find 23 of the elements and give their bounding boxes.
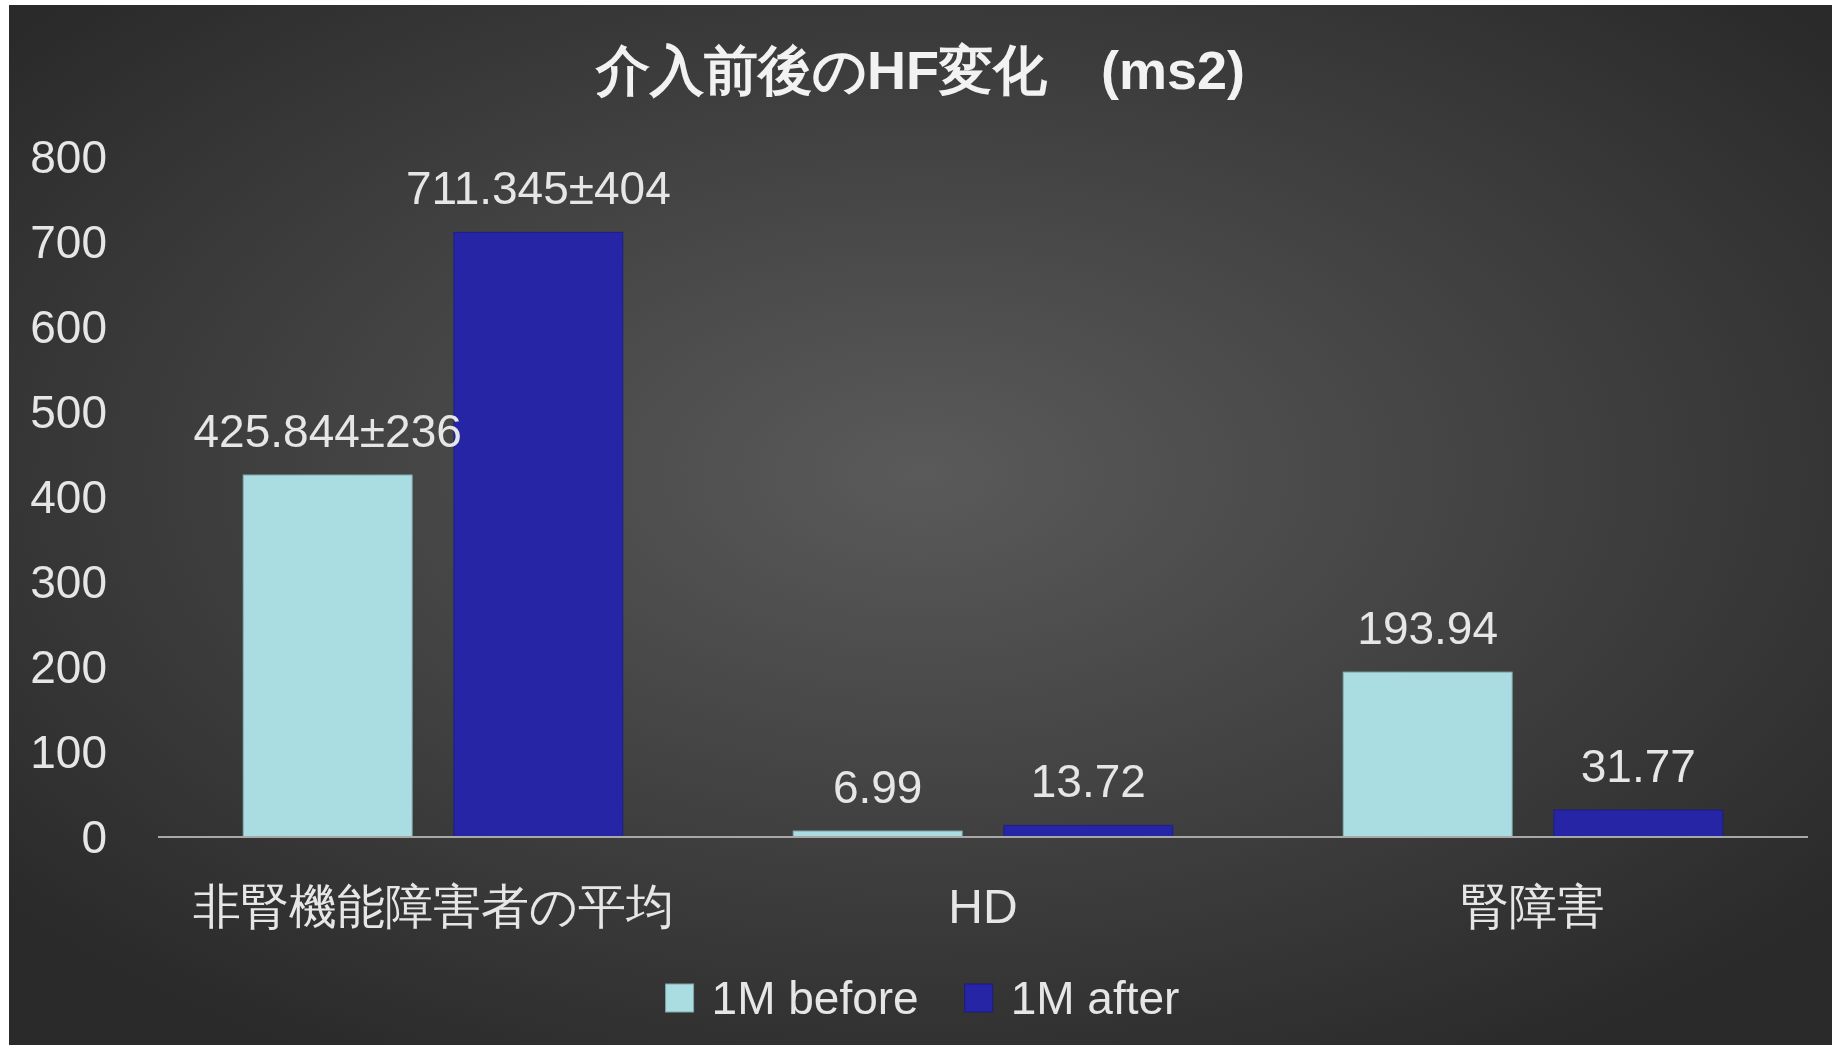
bar bbox=[1342, 671, 1513, 838]
data-label: 711.345±404 bbox=[405, 162, 671, 215]
y-tick-label: 500 bbox=[30, 386, 107, 439]
y-tick-label: 700 bbox=[30, 216, 107, 269]
legend-label: 1M after bbox=[1010, 972, 1180, 1025]
chart-title: 介入前後のHF変化 (ms2) bbox=[594, 39, 1246, 100]
y-tick-label: 600 bbox=[30, 301, 107, 354]
data-label: 6.99 bbox=[832, 761, 923, 814]
y-tick-label: 300 bbox=[30, 556, 107, 609]
data-label: 193.94 bbox=[1357, 602, 1499, 655]
bar bbox=[242, 474, 413, 838]
legend-label: 1M before bbox=[711, 972, 919, 1025]
y-tick-label: 800 bbox=[30, 131, 107, 184]
y-tick-label: 100 bbox=[30, 726, 107, 779]
y-tick-label: 0 bbox=[81, 811, 107, 864]
y-tick-label: 400 bbox=[30, 471, 107, 524]
x-tick-label: HD bbox=[948, 879, 1018, 933]
data-label: 31.77 bbox=[1580, 740, 1696, 792]
y-tick-label: 200 bbox=[30, 641, 107, 694]
bar bbox=[1553, 809, 1724, 838]
x-tick-label: 非腎機能障害者の平均 bbox=[192, 879, 674, 933]
x-tick-label: 腎障害 bbox=[1461, 879, 1605, 933]
data-label: 13.72 bbox=[1030, 755, 1146, 808]
